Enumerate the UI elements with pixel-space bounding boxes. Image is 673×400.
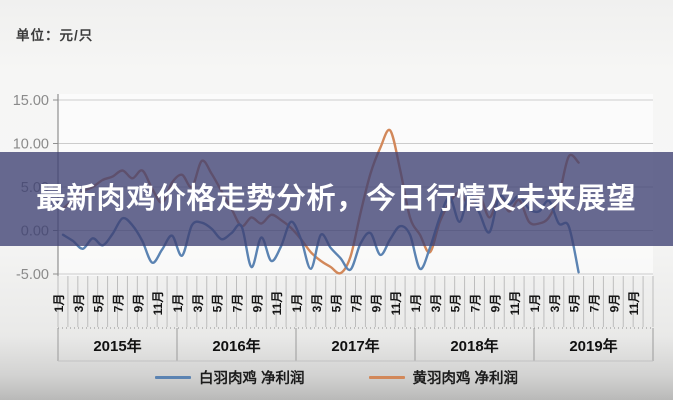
x-tick-label: 11月 [270,291,284,316]
x-tick-label: 7月 [349,294,363,313]
unit-label: 单位：元/只 [16,28,94,43]
x-tick-label: 9月 [369,294,383,313]
x-tick-label: 5月 [449,294,463,313]
y-axis-label: 10.00 [13,137,49,153]
year-label: 2019年 [569,337,617,355]
x-tick-label: 5月 [92,294,106,313]
x-tick-label: 1月 [290,294,304,313]
x-tick-label: 11月 [508,291,522,316]
legend-label: 白羽肉鸡 净利润 [198,370,305,387]
x-tick-label: 9月 [131,294,145,313]
x-tick-label: 9月 [250,294,264,313]
y-axis-label: -5.00 [16,267,49,283]
legend-label: 黄羽肉鸡 净利润 [412,370,519,387]
x-tick-label: 1月 [409,294,423,313]
legend-item: 黄羽肉鸡 净利润 [368,367,519,388]
x-tick-label: 11月 [627,291,641,316]
x-tick-label: 5月 [330,294,344,313]
x-tick-label: 9月 [488,294,502,313]
x-tick-label: 3月 [548,294,562,313]
x-tick-label: 1月 [52,294,66,313]
y-axis-label: 15.00 [13,93,49,109]
x-tick-label: 3月 [72,294,86,313]
legend-item: 白羽肉鸡 净利润 [154,367,305,388]
x-tick-label: 5月 [568,294,582,313]
overlay-title-text: 最新肉鸡价格走势分析，今日行情及未来展望 [36,183,637,215]
year-label: 2017年 [331,337,379,355]
legend: 白羽肉鸡 净利润 黄羽肉鸡 净利润 [0,364,673,390]
x-tick-label: 11月 [389,291,403,316]
x-tick-label: 7月 [230,294,244,313]
year-label: 2016年 [212,337,260,355]
x-tick-label: 5月 [211,294,225,313]
x-tick-label: 1月 [171,294,185,313]
x-tick-label: 7月 [111,294,125,313]
x-tick-label: 7月 [468,294,482,313]
legend-swatch-yellow-broiler-line [368,375,405,379]
x-tick-label: 3月 [310,294,324,313]
x-tick-label: 1月 [528,294,542,313]
x-tick-label: 3月 [191,294,205,313]
x-tick-label: 9月 [607,294,621,313]
year-label: 2015年 [93,337,141,355]
title-overlay: 最新肉鸡价格走势分析，今日行情及未来展望 [0,152,673,246]
x-tick-label: 3月 [429,294,443,313]
legend-swatch-white-broiler-line [154,375,191,379]
x-tick-label: 7月 [587,294,601,313]
year-label: 2018年 [450,337,498,355]
x-tick-label: 11月 [151,291,165,316]
